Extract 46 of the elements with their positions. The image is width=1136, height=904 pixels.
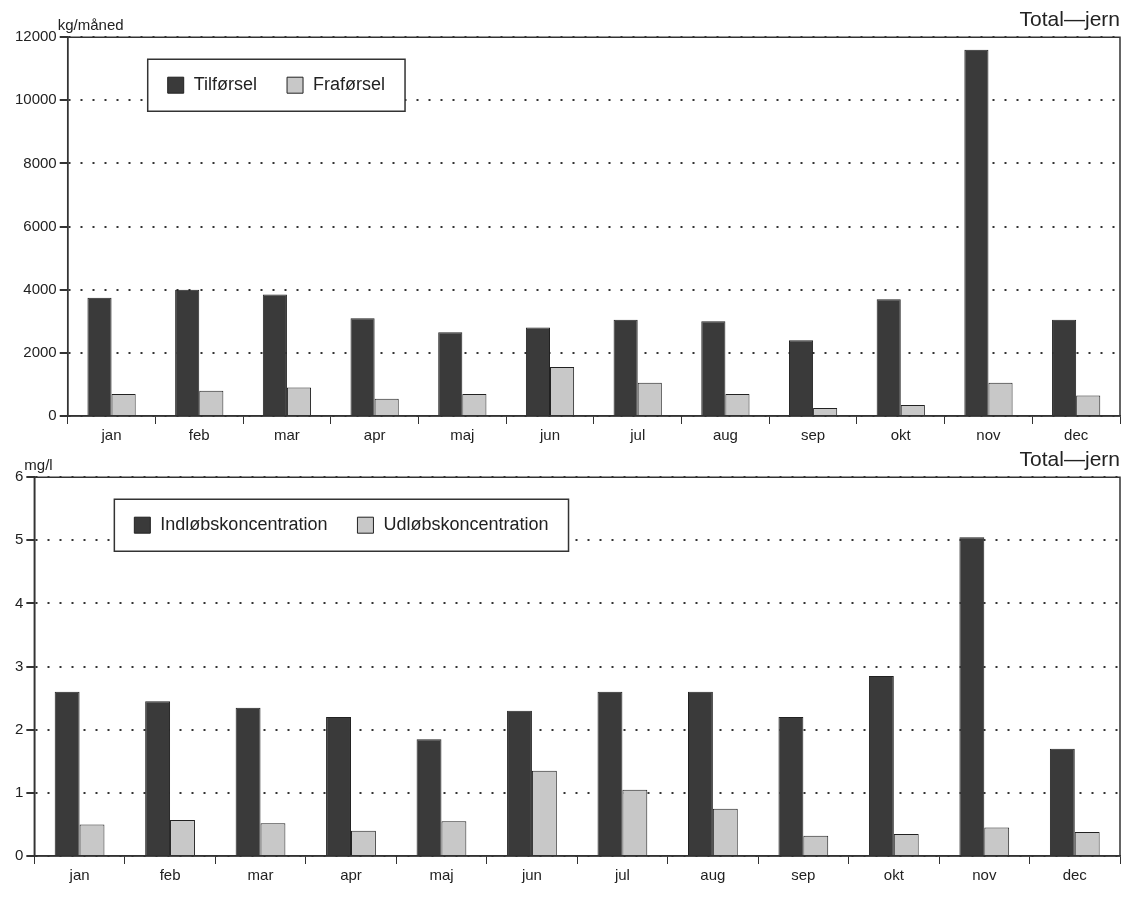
y-tick-label: 0: [15, 846, 24, 864]
y-tick-label: 2: [15, 719, 24, 737]
x-tick-label: aug: [712, 426, 738, 444]
x-tick-label: jun: [520, 866, 542, 884]
legend-label: Udløbskoncentration: [383, 514, 549, 535]
x-tick-label: dec: [1064, 426, 1089, 444]
y-tick-label: 10000: [14, 90, 57, 108]
x-tick-label: okt: [890, 426, 912, 444]
x-tick-label: maj: [429, 866, 454, 884]
y-tick-label: 5: [15, 530, 24, 548]
y-tick-label: 6: [15, 467, 24, 485]
x-tick-label: aug: [700, 866, 726, 884]
x-tick-label: apr: [363, 426, 386, 444]
x-tick-label: maj: [450, 426, 475, 444]
legend-label: Tilførsel: [193, 74, 258, 95]
x-tick-label: okt: [883, 866, 905, 884]
x-tick-label: feb: [188, 426, 210, 444]
x-tick-label: dec: [1062, 866, 1088, 884]
y-axis-title: kg/måned: [57, 15, 124, 33]
y-tick-label: 3: [15, 656, 24, 674]
x-tick-label: jun: [538, 426, 561, 444]
y-tick-label: 4: [15, 593, 24, 611]
legend-label: Fraførsel: [313, 74, 386, 95]
x-tick-label: mar: [274, 426, 300, 444]
y-axis-title: mg/l: [24, 455, 53, 473]
y-tick-label: 8000: [23, 153, 57, 171]
legend-label: Indløbskoncentration: [160, 514, 328, 535]
y-tick-label: 2000: [23, 343, 57, 361]
y-tick-label: 12000: [14, 27, 57, 45]
x-tick-label: apr: [340, 866, 362, 884]
x-tick-label: mar: [247, 866, 274, 884]
chart-title: Total—jern: [1019, 7, 1120, 31]
y-tick-label: 0: [48, 406, 57, 424]
x-tick-label: jan: [68, 866, 90, 884]
x-tick-label: jul: [613, 866, 630, 884]
x-tick-label: sep: [800, 426, 826, 444]
x-tick-label: sep: [791, 866, 816, 884]
y-tick-label: 6000: [23, 216, 57, 234]
x-tick-label: jul: [629, 426, 646, 444]
x-tick-label: nov: [972, 866, 997, 884]
x-tick-label: nov: [976, 426, 1002, 444]
y-tick-label: 4000: [23, 279, 57, 297]
chart-title: Total—jern: [1019, 447, 1120, 471]
y-tick-label: 1: [15, 783, 24, 801]
x-tick-label: jan: [100, 426, 122, 444]
x-tick-label: feb: [159, 866, 181, 884]
